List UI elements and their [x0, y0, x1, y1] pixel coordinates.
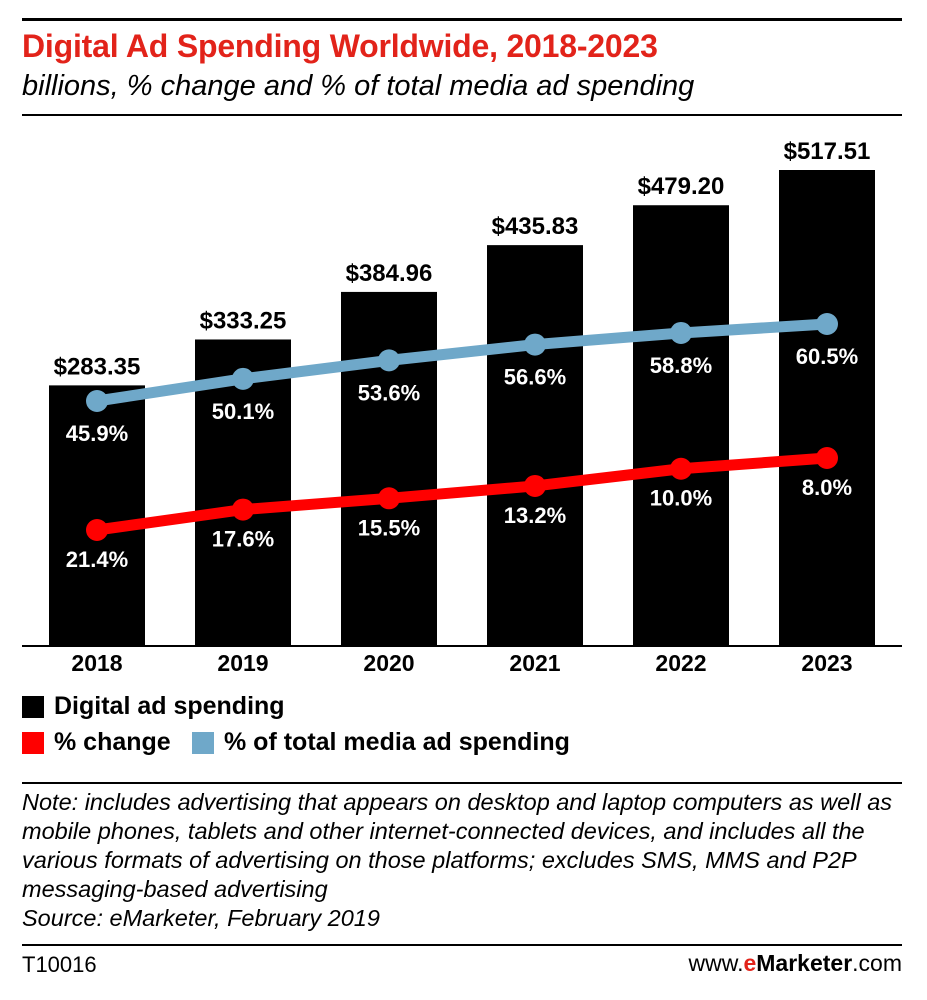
legend-label-pct-total-media: % of total media ad spending — [224, 728, 570, 756]
bar-label-2021: $435.83 — [492, 213, 579, 240]
legend: Digital ad spending % change % of total … — [22, 692, 902, 772]
pct-total-media-label-2020: 53.6% — [358, 380, 420, 405]
pct-total-media-label-2019: 50.1% — [212, 399, 274, 424]
pct-total-media-point-2022 — [670, 321, 692, 344]
x-tick-2018: 2018 — [71, 650, 122, 676]
chart-title: Digital Ad Spending Worldwide, 2018-2023 — [22, 28, 658, 64]
pct-change-point-2021 — [524, 474, 546, 497]
brand-prefix: www. — [688, 950, 744, 976]
bar-2020 — [341, 291, 437, 646]
brand-url[interactable]: www.eMarketer.com — [689, 950, 902, 977]
pct-change-point-2023 — [816, 447, 838, 469]
pct-change-label-2022: 10.0% — [650, 486, 712, 511]
brand-e: e — [743, 950, 757, 976]
legend-item-pct-change: % change — [22, 728, 171, 757]
bar-2023 — [779, 170, 875, 646]
legend-label-digital-ad-spending: Digital ad spending — [54, 692, 285, 720]
bar-2021 — [487, 245, 583, 647]
pct-change-line — [91, 452, 833, 536]
bars-layer — [49, 170, 875, 647]
pct-total-media-label-2022: 58.8% — [650, 353, 712, 378]
pct-change-label-2018: 21.4% — [66, 547, 128, 572]
top-rule — [22, 18, 902, 21]
bar-label-2020: $384.96 — [346, 260, 433, 287]
legend-item-digital-ad-spending: Digital ad spending — [22, 692, 285, 721]
pct-change-point-2022 — [670, 457, 692, 480]
bar-label-2019: $333.25 — [200, 307, 287, 334]
pct-total-media-line — [91, 318, 833, 407]
pct-change-point-2018 — [86, 519, 108, 541]
pct-total-media-point-2021 — [524, 333, 546, 356]
x-tick-2020: 2020 — [363, 650, 414, 676]
x-tick-2019: 2019 — [217, 650, 268, 676]
brand-name: Marketer — [756, 950, 853, 976]
source-text: Source: eMarketer, February 2019 — [22, 905, 380, 931]
ad-spending-chart: $283.35 $333.25 $384.96 $435.83 $479.20 $517.… — [22, 138, 902, 676]
pct-total-media-point-2019 — [232, 367, 254, 390]
x-tick-2022: 2022 — [655, 650, 706, 676]
note-rule — [22, 782, 902, 784]
pct-change-label-2023: 8.0% — [802, 475, 852, 500]
lines-layer — [86, 313, 838, 541]
pct-total-media-label-2021: 56.6% — [504, 365, 566, 390]
x-tick-2023: 2023 — [801, 650, 852, 676]
pct-total-media-label-2023: 60.5% — [796, 344, 858, 369]
pct-total-media-point-2018 — [86, 390, 108, 412]
labels-layer: $283.35 $333.25 $384.96 $435.83 $479.20 $517.… — [54, 138, 871, 572]
pct-change-point-2019 — [232, 498, 254, 521]
pct-change-label-2019: 17.6% — [212, 527, 274, 552]
pct-change-point-2020 — [378, 487, 400, 510]
x-tick-2021: 2021 — [509, 650, 560, 676]
bottom-rule — [22, 944, 902, 946]
legend-swatch-digital-ad-spending — [22, 695, 44, 718]
legend-swatch-pct-change — [22, 731, 44, 754]
legend-item-pct-total-media: % of total media ad spending — [192, 728, 570, 757]
bar-label-2018: $283.35 — [54, 353, 141, 380]
bar-label-2023: $517.51 — [784, 138, 871, 165]
bar-2019 — [195, 339, 291, 646]
legend-swatch-pct-total-media — [192, 731, 214, 754]
bar-label-2022: $479.20 — [638, 173, 725, 200]
chart-subtitle: billions, % change and % of total media … — [22, 70, 695, 102]
legend-label-pct-change: % change — [54, 728, 171, 756]
subtitle-rule — [22, 114, 902, 116]
bar-2022 — [633, 205, 729, 646]
pct-change-label-2020: 15.5% — [358, 515, 420, 540]
pct-total-media-point-2023 — [816, 313, 838, 335]
pct-total-media-label-2018: 45.9% — [66, 421, 128, 446]
brand-suffix: .com — [852, 950, 902, 976]
note-text: Note: includes advertising that appears … — [22, 789, 893, 902]
footnote: Note: includes advertising that appears … — [22, 788, 907, 933]
pct-change-label-2021: 13.2% — [504, 503, 566, 528]
ticks-layer: 2018 2019 2020 2021 2022 2023 — [71, 650, 852, 676]
pct-total-media-point-2020 — [378, 349, 400, 372]
table-id: T10016 — [22, 952, 97, 977]
bar-2018 — [49, 385, 145, 646]
